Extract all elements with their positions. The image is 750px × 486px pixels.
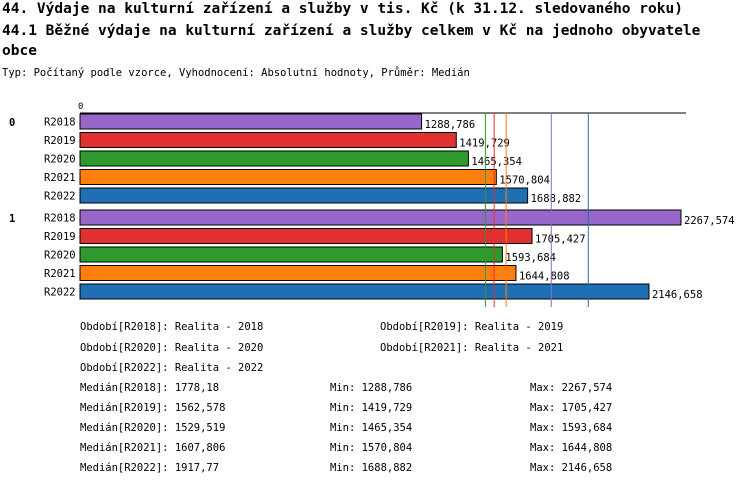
category-label-r2020: R2020 — [44, 250, 76, 262]
bar-1-r2018 — [79, 209, 682, 226]
bar-value-label: 2146,658 — [652, 289, 703, 301]
group-label-0: 0 — [9, 117, 15, 129]
category-label-r2018: R2018 — [44, 213, 76, 225]
bar-0-r2021 — [79, 169, 497, 185]
category-label-r2019: R2019 — [44, 231, 76, 243]
min-r2018: Min: 1288,786 — [330, 382, 413, 394]
max-r2022: Max: 2146,658 — [530, 462, 613, 474]
max-r2019: Max: 1705,427 — [530, 402, 613, 414]
chart-type-line: Typ: Počítaný podle vzorce, Vyhodnocení:… — [2, 67, 470, 79]
bar-value-label: 1593,684 — [505, 252, 556, 264]
bar-value-label: 1644,808 — [519, 271, 570, 283]
max-r2020: Max: 1593,684 — [530, 422, 613, 434]
bar-value-label: 1705,427 — [535, 234, 586, 246]
bar-0-r2019 — [79, 132, 457, 148]
bar-0-r2020 — [79, 150, 469, 167]
bar-value-label: 1288,786 — [425, 119, 476, 131]
category-label-r2021: R2021 — [44, 268, 76, 280]
bar-value-label: 1419,729 — [459, 138, 510, 150]
bar-1-r2022 — [79, 283, 650, 300]
max-r2021: Max: 1644,808 — [530, 442, 613, 454]
median-r2018: Medián[R2018]: 1778,18 — [80, 382, 220, 394]
legend-period-r2022: Období[R2022]: Realita - 2022 — [80, 362, 264, 374]
bar-0-r2022 — [79, 187, 529, 204]
bar-value-label: 1688,882 — [531, 193, 582, 205]
min-r2019: Min: 1419,729 — [330, 402, 413, 414]
bar-value-label: 1465,354 — [471, 156, 522, 168]
bar-value-label: 2267,574 — [684, 215, 735, 227]
bar-value-label: 1570,804 — [499, 175, 550, 187]
bar-1-r2020 — [79, 246, 503, 263]
legend-period-r2020: Období[R2020]: Realita - 2020 — [80, 342, 264, 354]
min-r2022: Min: 1688,882 — [330, 462, 413, 474]
category-label-r2022: R2022 — [44, 287, 76, 299]
bar-0-r2018 — [79, 113, 423, 130]
min-r2020: Min: 1465,354 — [330, 422, 413, 434]
legend-period-r2018: Období[R2018]: Realita - 2018 — [80, 321, 264, 333]
bar-1-r2019 — [79, 228, 533, 244]
median-r2020: Medián[R2020]: 1529,519 — [80, 422, 226, 434]
min-r2021: Min: 1570,804 — [330, 442, 413, 454]
median-r2019: Medián[R2019]: 1562,578 — [80, 402, 226, 414]
max-r2018: Max: 2267,574 — [530, 382, 613, 394]
group-label-1: 1 — [9, 213, 15, 225]
x-axis-zero-label: 0 — [78, 102, 83, 112]
category-label-r2019: R2019 — [44, 135, 76, 147]
chart-title: 44. Výdaje na kulturní zařízení a služby… — [2, 1, 683, 17]
legend-period-r2019: Období[R2019]: Realita - 2019 — [380, 321, 564, 333]
bar-1-r2021 — [79, 265, 517, 281]
category-label-r2020: R2020 — [44, 154, 76, 166]
category-label-r2021: R2021 — [44, 172, 76, 184]
category-label-r2018: R2018 — [44, 117, 76, 129]
chart-subtitle: 44.1 Běžné výdaje na kulturní zařízení a… — [2, 23, 701, 59]
median-r2021: Medián[R2021]: 1607,806 — [80, 442, 226, 454]
category-label-r2022: R2022 — [44, 191, 76, 203]
median-r2022: Medián[R2022]: 1917,77 — [80, 462, 220, 474]
legend-period-r2021: Období[R2021]: Realita - 2021 — [380, 342, 564, 354]
